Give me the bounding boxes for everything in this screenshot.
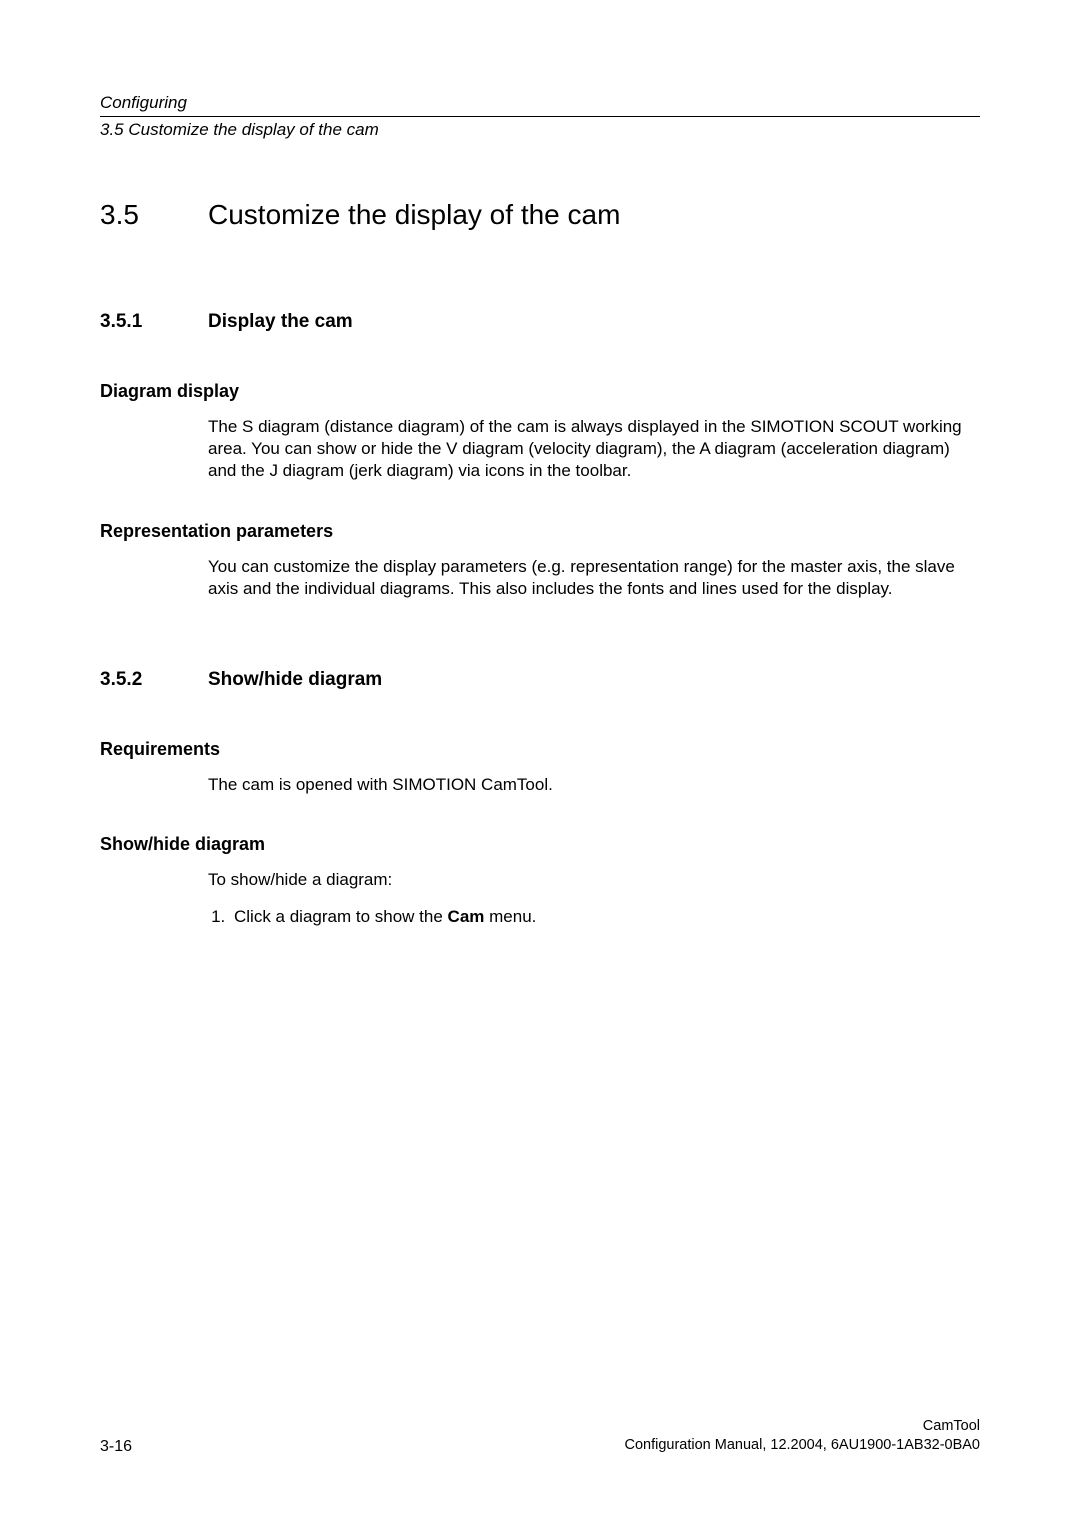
- footer-right: CamTool Configuration Manual, 12.2004, 6…: [100, 1417, 980, 1456]
- paragraph-text: You can customize the display parameters…: [208, 556, 980, 601]
- subsection-number: 3.5.2: [100, 669, 208, 691]
- step-text-bold: Cam: [448, 907, 485, 926]
- section-heading-3-5: 3.5 Customize the display of the cam: [100, 199, 980, 231]
- paragraph-body: The S diagram (distance diagram) of the …: [208, 416, 980, 483]
- page-footer: CamTool Configuration Manual, 12.2004, 6…: [100, 1417, 980, 1456]
- section-number: 3.5: [100, 199, 208, 231]
- step-text-prefix: Click a diagram to show the: [234, 907, 448, 926]
- running-head-section: 3.5 Customize the display of the cam: [100, 119, 980, 140]
- procedure-intro: To show/hide a diagram:: [208, 869, 980, 891]
- section-title: Customize the display of the cam: [208, 199, 620, 231]
- procedure-block: To show/hide a diagram: Click a diagram …: [208, 869, 980, 928]
- footer-page-number: 3-16: [100, 1438, 132, 1456]
- procedure-steps: Click a diagram to show the Cam menu.: [208, 906, 980, 928]
- paragraph-heading-diagram-display: Diagram display: [100, 381, 980, 402]
- procedure-step: Click a diagram to show the Cam menu.: [230, 906, 980, 928]
- footer-doc-title: CamTool: [100, 1417, 980, 1437]
- step-text-suffix: menu.: [484, 907, 536, 926]
- paragraph-body: The cam is opened with SIMOTION CamTool.: [208, 774, 980, 796]
- page: Configuring 3.5 Customize the display of…: [0, 0, 1080, 1528]
- header-rule: [100, 116, 980, 117]
- paragraph-body: You can customize the display parameters…: [208, 556, 980, 601]
- subsection-number: 3.5.1: [100, 311, 208, 333]
- paragraph-heading-requirements: Requirements: [100, 739, 980, 760]
- subsection-title: Display the cam: [208, 311, 353, 333]
- paragraph-heading-representation-parameters: Representation parameters: [100, 521, 980, 542]
- paragraph-text: The cam is opened with SIMOTION CamTool.: [208, 774, 980, 796]
- subsection-title: Show/hide diagram: [208, 669, 382, 691]
- subsection-heading-3-5-2: 3.5.2 Show/hide diagram: [100, 669, 980, 691]
- subsection-heading-3-5-1: 3.5.1 Display the cam: [100, 311, 980, 333]
- paragraph-text: The S diagram (distance diagram) of the …: [208, 416, 980, 483]
- paragraph-heading-show-hide-diagram: Show/hide diagram: [100, 834, 980, 855]
- footer-doc-ref: Configuration Manual, 12.2004, 6AU1900-1…: [100, 1436, 980, 1456]
- running-head-chapter: Configuring: [100, 92, 980, 113]
